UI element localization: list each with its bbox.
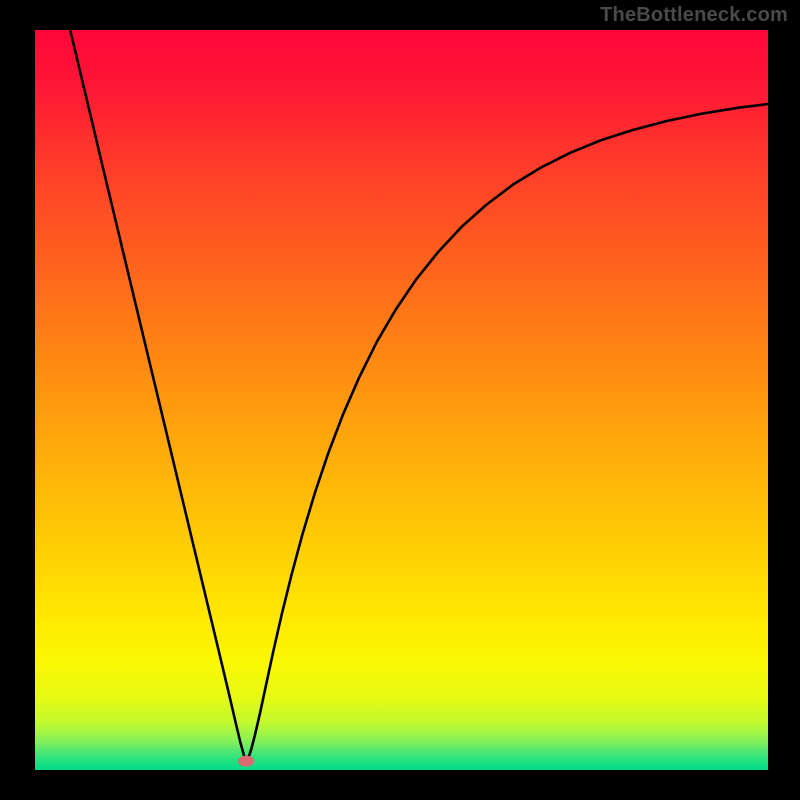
watermark-text: TheBottleneck.com [600,4,788,27]
plot-frame [35,30,768,770]
chart-curve-svg [35,30,768,770]
bottleneck-curve [70,30,768,761]
min-point-marker [238,756,254,767]
